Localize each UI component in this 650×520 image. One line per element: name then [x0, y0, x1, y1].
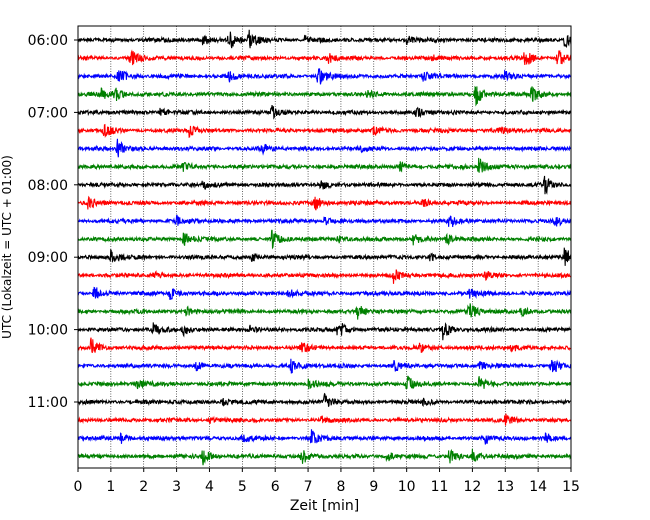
x-tick-label-14: 14: [529, 479, 547, 495]
x-tick-label-2: 2: [139, 479, 148, 495]
x-tick-label-4: 4: [205, 479, 214, 495]
x-tick-label-7: 7: [304, 479, 313, 495]
trace-1045: [77, 375, 572, 390]
trace-0630: [77, 68, 572, 85]
trace-0715: [77, 123, 572, 139]
trace-0945: [77, 303, 572, 320]
trace-0645: [77, 85, 572, 107]
y-tick-label-1100: 11:00: [28, 395, 68, 411]
x-tick-label-11: 11: [431, 479, 449, 495]
trace-0730: [77, 138, 572, 158]
y-tick-label-0700: 07:00: [28, 105, 68, 121]
x-tick-label-13: 13: [496, 479, 514, 495]
x-tick-label-5: 5: [238, 479, 247, 495]
trace-0800: [77, 175, 572, 195]
x-tick-label-8: 8: [336, 479, 345, 495]
trace-0845: [77, 229, 572, 250]
trace-0700: [77, 104, 572, 120]
x-tick-label-9: 9: [369, 479, 378, 495]
y-tick-label-1000: 10:00: [28, 323, 68, 339]
x-tick-label-6: 6: [271, 479, 280, 495]
trace-1145: [77, 448, 572, 466]
y-tick-label-0800: 08:00: [28, 178, 68, 194]
trace-0615: [77, 49, 572, 66]
x-tick-label-12: 12: [463, 479, 481, 495]
trace-1000: [77, 322, 572, 341]
trace-0815: [77, 195, 572, 211]
y-tick-label-0600: 06:00: [28, 33, 68, 49]
y-tick-label-0900: 09:00: [28, 250, 68, 266]
x-axis: 0 1 2 3 4 5 6 7 8 9 10 11 12 13 14 15: [74, 468, 580, 495]
trace-0830: [77, 214, 572, 227]
trace-0745: [77, 157, 572, 173]
x-axis-label: Zeit [min]: [290, 498, 359, 514]
trace-1115: [77, 413, 572, 426]
x-tick-label-3: 3: [172, 479, 181, 495]
trace-1130: [77, 429, 572, 445]
trace-1100: [77, 392, 572, 407]
y-axis: 06:00 07:00 08:00 09:00 10:00 11:00: [28, 33, 78, 411]
x-tick-label-0: 0: [74, 479, 83, 495]
x-tick-label-15: 15: [562, 479, 580, 495]
trace-0600: [77, 29, 572, 49]
x-tick-label-1: 1: [106, 479, 115, 495]
y-axis-label: UTC (Lokalzeit = UTC + 01:00): [0, 155, 14, 339]
trace-0915: [77, 269, 572, 284]
trace-1030: [77, 358, 572, 374]
trace-layer: [77, 29, 572, 466]
x-tick-label-10: 10: [398, 479, 416, 495]
trace-1015: [77, 337, 572, 354]
plot-frame: [77, 25, 572, 469]
trace-0900: [77, 247, 572, 266]
trace-0930: [77, 286, 572, 300]
grid: [110, 26, 539, 468]
